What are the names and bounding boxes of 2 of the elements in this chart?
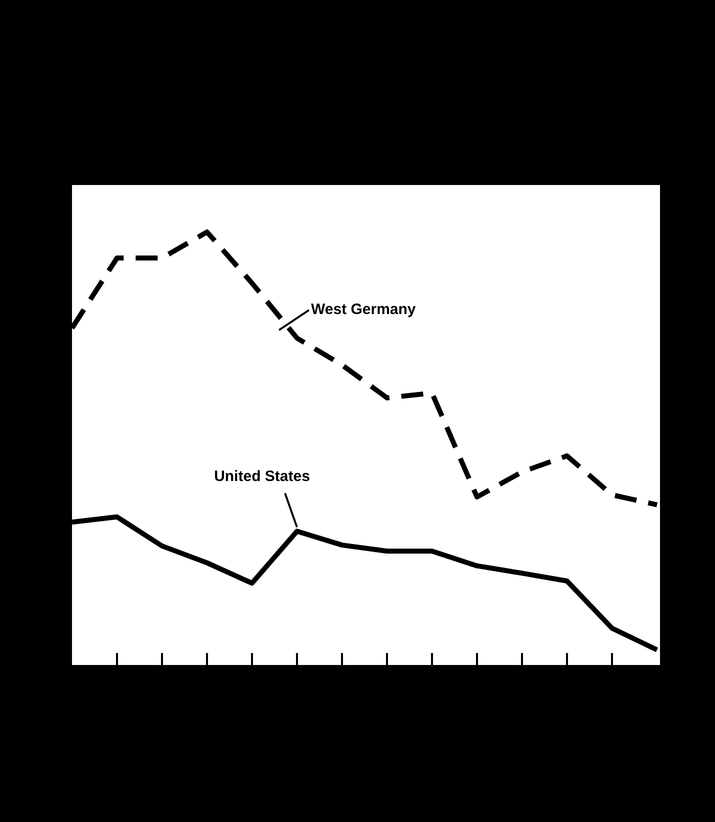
text: United States — [214, 468, 310, 486]
series-label: West Germany — [311, 301, 416, 318]
